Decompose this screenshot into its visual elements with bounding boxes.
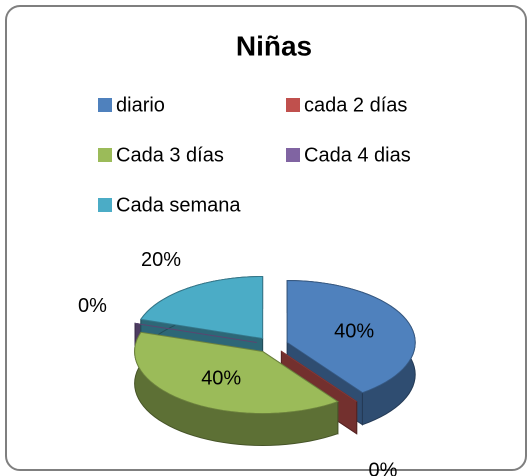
pie-slice [139,276,264,340]
pie-slice [286,280,416,394]
pie-slice [134,322,257,344]
data-label: 0% [369,459,398,476]
legend-label: Cada 4 dias [304,144,411,166]
legend-label: diario [116,94,165,116]
data-label: 0% [78,295,107,317]
data-label: 40% [201,367,241,389]
pie-slice [281,351,357,403]
chart-title: Niñas [236,30,312,61]
data-label: 40% [334,320,374,342]
legend-label: Cada 3 días [116,144,224,166]
legend-label: Cada semana [116,194,241,216]
legend-swatch [98,98,112,112]
legend-swatch [286,148,300,162]
data-label: 20% [141,249,181,271]
legend-label: cada 2 días [304,94,407,116]
legend-swatch [286,98,300,112]
pie-slice [134,331,339,414]
legend-swatch [98,198,112,212]
legend-swatch [98,148,112,162]
